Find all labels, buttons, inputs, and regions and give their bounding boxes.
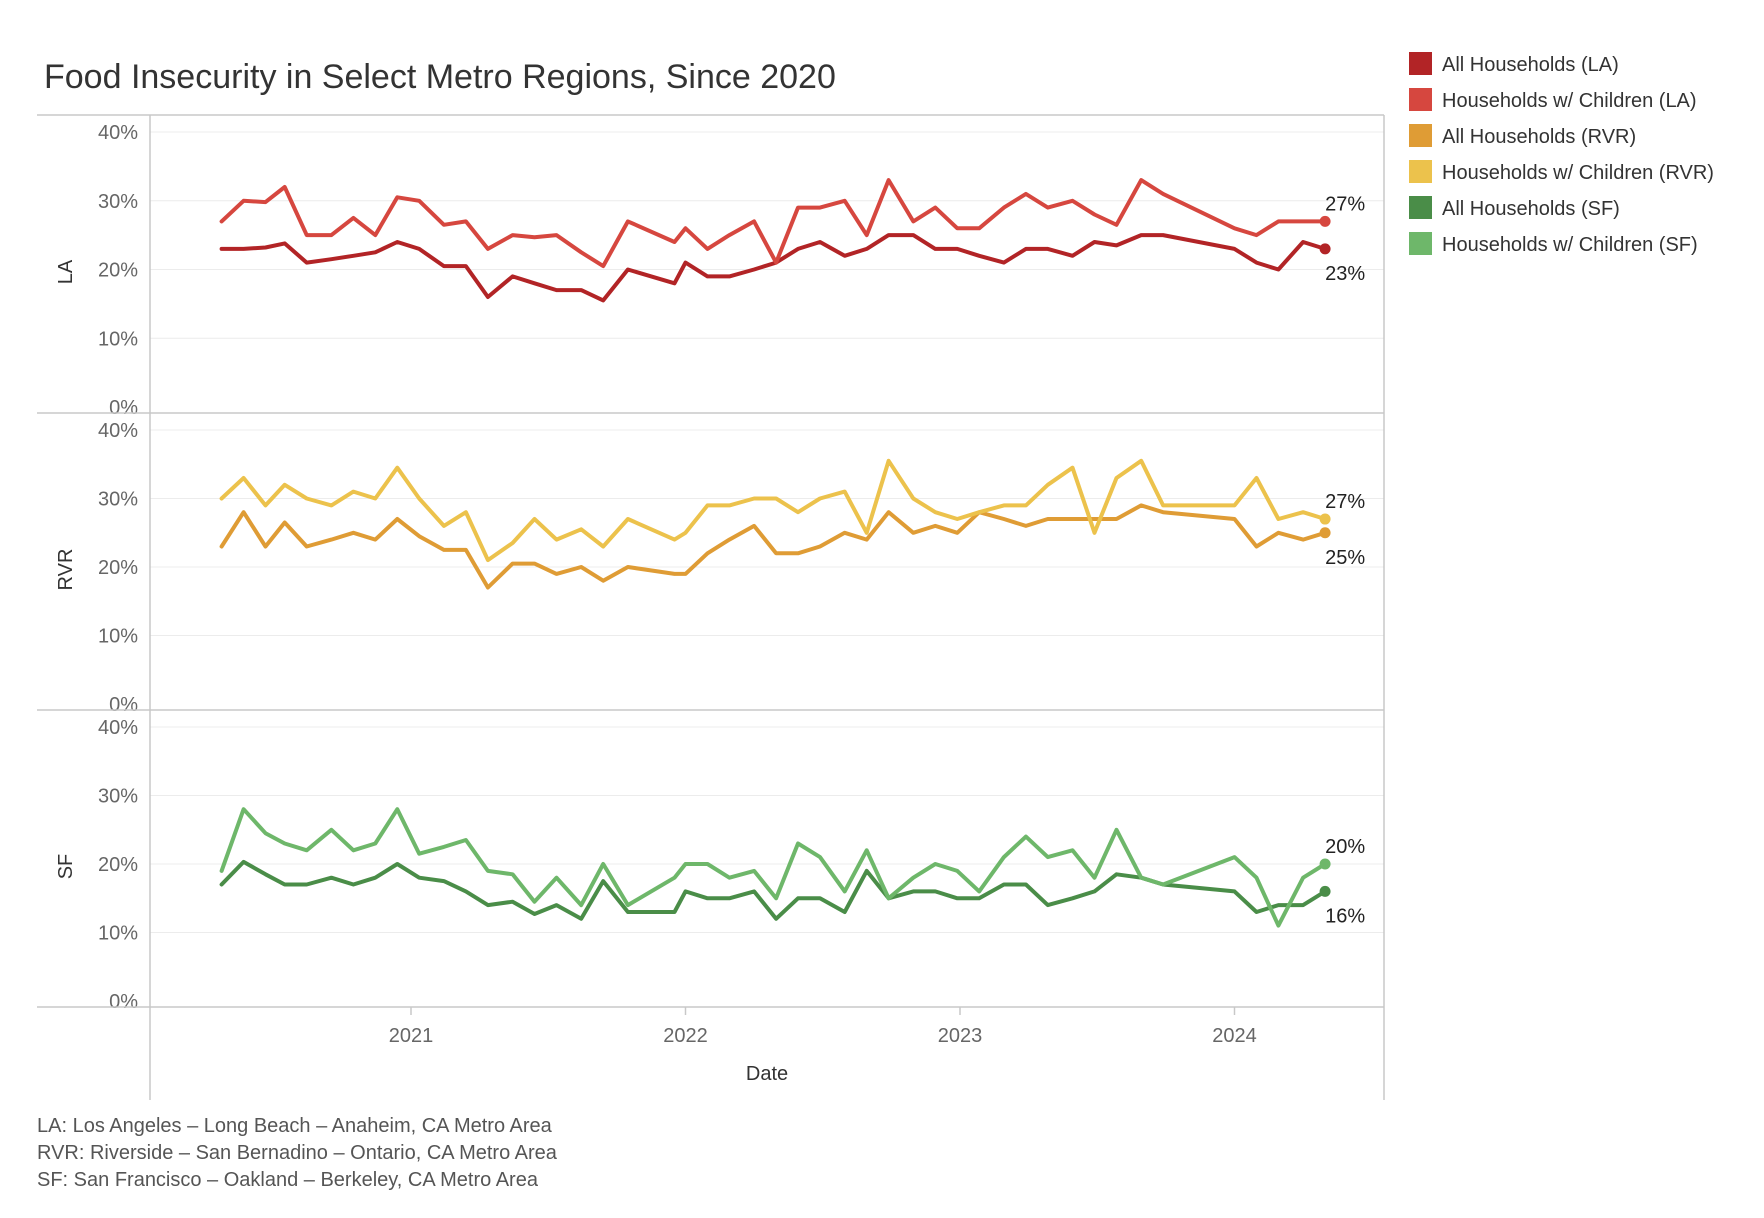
- legend-label-households-w-children-sf: Households w/ Children (SF): [1442, 234, 1698, 256]
- series-endpoint-all-households-sf: [1319, 885, 1331, 897]
- panel-la: 0% 10% 20% 30% 40% LA 27% 23%: [37, 122, 1384, 419]
- x-tick-label: 2022: [663, 1025, 708, 1047]
- panel-sf: 0% 10% 20% 30% 40% SF 20% 16%: [37, 717, 1384, 1013]
- end-label-rvr-upper: 27%: [1325, 491, 1365, 513]
- x-tick-label: 2023: [938, 1025, 983, 1047]
- series-line-all-households-sf: [219, 859, 1328, 921]
- y-tick-label: 30%: [98, 489, 138, 511]
- series-endpoint-all-households-rvr: [1319, 527, 1331, 539]
- footnote-sf: SF: San Francisco – Oakland – Berkeley, …: [37, 1169, 538, 1191]
- panel-label-sf: SF: [55, 854, 77, 880]
- panel-label-la: LA: [55, 259, 77, 284]
- x-tick-label: 2021: [389, 1025, 434, 1047]
- y-tick-label: 10%: [98, 923, 138, 945]
- end-label-la-lower: 23%: [1325, 263, 1365, 285]
- end-label-la-upper: 27%: [1325, 193, 1365, 215]
- x-tick-label: 2024: [1212, 1025, 1257, 1047]
- legend-swatch-households-w-children-sf: [1409, 232, 1432, 255]
- y-tick-label: 0%: [109, 397, 138, 419]
- legend-swatch-all-households-rvr: [1409, 124, 1432, 147]
- series-line-all-households-rvr: [219, 503, 1328, 590]
- legend-label-households-w-children-rvr: Households w/ Children (RVR): [1442, 162, 1714, 184]
- y-tick-label: 10%: [98, 328, 138, 350]
- series-line-households-w-children-rvr: [219, 458, 1328, 563]
- legend-label-all-households-la: All Households (LA): [1442, 54, 1619, 76]
- y-tick-label: 20%: [98, 557, 138, 579]
- end-label-sf-upper: 20%: [1325, 836, 1365, 858]
- y-tick-label: 40%: [98, 717, 138, 739]
- legend-swatch-all-households-sf: [1409, 196, 1432, 219]
- footnote-rvr: RVR: Riverside – San Bernadino – Ontario…: [37, 1142, 557, 1164]
- panel-rvr: 0% 10% 20% 30% 40% RVR 27% 25%: [37, 420, 1384, 716]
- footnote-la: LA: Los Angeles – Long Beach – Anaheim, …: [37, 1115, 552, 1137]
- y-tick-label: 40%: [98, 420, 138, 442]
- end-label-rvr-lower: 25%: [1325, 547, 1365, 569]
- footnotes: LA: Los Angeles – Long Beach – Anaheim, …: [37, 1113, 557, 1194]
- series-endpoint-households-w-children-sf: [1319, 858, 1331, 870]
- end-label-sf-lower: 16%: [1325, 905, 1365, 927]
- y-tick-label: 20%: [98, 260, 138, 282]
- series-endpoint-all-households-la: [1319, 243, 1331, 255]
- x-axis: 2021 2022 2023 2024: [389, 1007, 1257, 1047]
- series-endpoint-households-w-children-la: [1319, 215, 1331, 227]
- y-tick-label: 40%: [98, 122, 138, 144]
- series-endpoint-households-w-children-rvr: [1319, 513, 1331, 525]
- series-line-households-w-children-sf: [219, 807, 1328, 928]
- legend-label-all-households-sf: All Households (SF): [1442, 198, 1620, 220]
- legend-label-households-w-children-la: Households w/ Children (LA): [1442, 90, 1697, 112]
- legend-swatch-households-w-children-la: [1409, 88, 1432, 111]
- legend-swatch-households-w-children-rvr: [1409, 160, 1432, 183]
- legend-swatch-all-households-la: [1409, 52, 1432, 75]
- series-line-all-households-la: [219, 233, 1328, 303]
- y-tick-label: 20%: [98, 854, 138, 876]
- chart-title: Food Insecurity in Select Metro Regions,…: [44, 58, 836, 96]
- y-tick-label: 0%: [109, 991, 138, 1013]
- y-tick-label: 0%: [109, 694, 138, 716]
- legend: All Households (LA) Households w/ Childre…: [1409, 52, 1714, 256]
- series-line-households-w-children-la: [219, 178, 1328, 269]
- legend-label-all-households-rvr: All Households (RVR): [1442, 126, 1636, 148]
- chart-panels: 0% 10% 20% 30% 40% LA 27% 23% 0% 10% 20% 30% 40% RVR 2…: [37, 114, 1385, 1100]
- y-tick-label: 30%: [98, 191, 138, 213]
- x-axis-label: Date: [746, 1063, 788, 1085]
- y-tick-label: 30%: [98, 786, 138, 808]
- y-tick-label: 10%: [98, 626, 138, 648]
- panel-label-rvr: RVR: [55, 549, 77, 591]
